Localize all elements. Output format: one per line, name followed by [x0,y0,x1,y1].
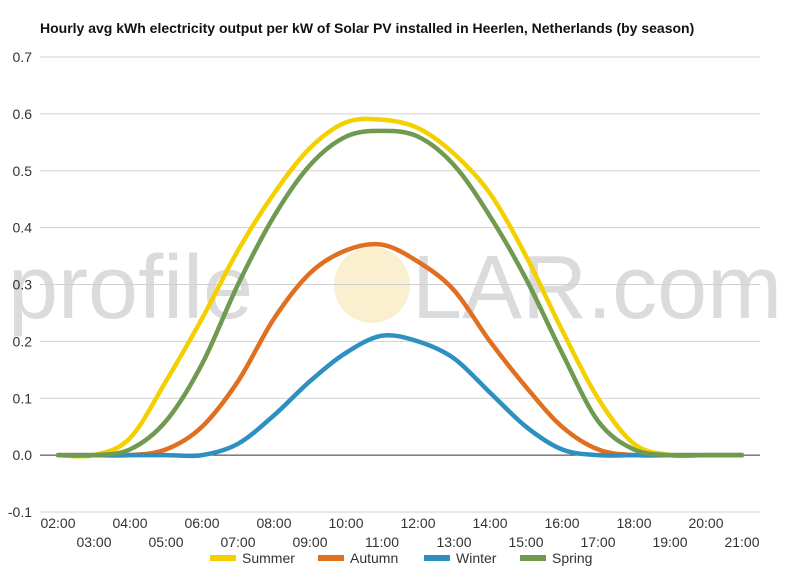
watermark-text-left: profile [8,238,253,338]
watermark-text-right: LAR.com [412,238,782,338]
x-tick-label: 14:00 [472,515,507,531]
x-tick-label: 07:00 [220,534,255,550]
y-tick-label: -0.1 [8,504,32,520]
x-tick-label: 03:00 [76,534,111,550]
y-tick-label: 0.5 [13,163,33,179]
legend-swatch-summer [210,555,236,561]
y-tick-label: 0.4 [13,220,33,236]
x-tick-label: 04:00 [112,515,147,531]
x-tick-label: 16:00 [544,515,579,531]
legend-label-spring: Spring [552,550,592,566]
x-tick-label: 02:00 [40,515,75,531]
x-tick-label: 08:00 [256,515,291,531]
x-tick-label: 09:00 [292,534,327,550]
y-tick-label: 0.3 [13,277,33,293]
x-tick-label: 10:00 [328,515,363,531]
x-tick-label: 12:00 [400,515,435,531]
x-tick-label: 20:00 [688,515,723,531]
watermark: profile LAR.com [8,238,782,338]
series-lines [55,116,745,459]
x-tick-label: 05:00 [148,534,183,550]
y-tick-label: 0.6 [13,106,33,122]
x-tick-label: 11:00 [365,534,399,550]
legend-swatch-winter [424,555,450,561]
y-tick-label: 0.7 [13,49,33,65]
x-tick-label: 13:00 [436,534,471,550]
chart-title: Hourly avg kWh electricity output per kW… [40,20,694,36]
series-line-winter [55,332,745,459]
legend-label-summer: Summer [242,550,295,566]
legend-label-winter: Winter [456,550,497,566]
legend-swatch-autumn [318,555,344,561]
grid-lines [40,56,760,513]
series-line-summer [55,116,745,459]
x-tick-label: 18:00 [616,515,651,531]
axes: -0.1 0.0 0.1 0.2 0.3 0.4 0.5 0.6 0.7 02:0003:0004… [8,49,760,550]
y-tick-label: 0.0 [13,447,33,463]
y-tick-label: 0.2 [13,333,33,349]
legend-label-autumn: Autumn [350,550,398,566]
y-tick-label: 0.1 [13,390,33,406]
x-tick-label: 15:00 [508,534,543,550]
legend: Summer Autumn Winter Spring [210,550,592,566]
series-line-spring [55,128,745,458]
x-tick-label: 19:00 [652,534,687,550]
legend-swatch-spring [520,555,546,561]
x-tick-label: 17:00 [580,534,615,550]
x-tick-label: 21:00 [724,534,759,550]
x-tick-label: 06:00 [184,515,219,531]
